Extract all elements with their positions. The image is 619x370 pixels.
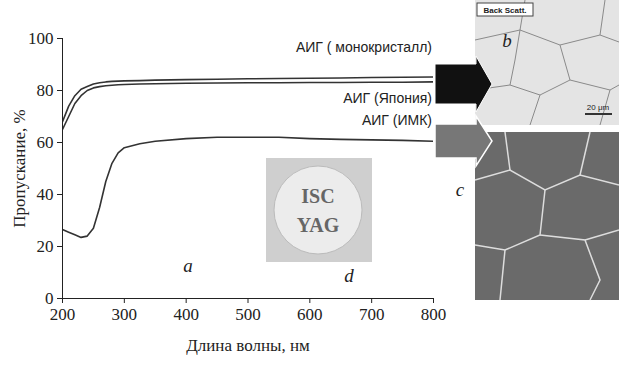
svg-text:60: 60: [37, 133, 54, 152]
svg-text:b: b: [502, 30, 512, 51]
svg-text:300: 300: [112, 305, 138, 324]
svg-text:АИГ (Япония): АИГ (Япония): [343, 90, 432, 106]
svg-text:40: 40: [37, 185, 54, 204]
svg-text:АИГ ( монокристалл): АИГ ( монокристалл): [296, 39, 432, 55]
svg-text:80: 80: [37, 81, 54, 100]
svg-text:ISC: ISC: [301, 185, 334, 207]
svg-text:АИГ (ИМК): АИГ (ИМК): [362, 112, 432, 128]
svg-text:d: d: [344, 265, 354, 286]
svg-text:a: a: [183, 255, 193, 276]
svg-text:Back Scatt.: Back Scatt.: [483, 6, 526, 15]
svg-text:400: 400: [173, 305, 199, 324]
svg-text:100: 100: [28, 29, 54, 48]
svg-text:700: 700: [359, 305, 385, 324]
svg-text:20 μm: 20 μm: [587, 103, 610, 112]
svg-text:20: 20: [37, 237, 54, 256]
svg-text:600: 600: [297, 305, 323, 324]
svg-text:YAG: YAG: [297, 214, 340, 236]
svg-text:500: 500: [235, 305, 261, 324]
svg-text:Пропускание, %: Пропускание, %: [10, 109, 29, 227]
svg-text:200: 200: [50, 305, 76, 324]
svg-text:Длина волны, нм: Длина волны, нм: [186, 336, 310, 355]
svg-text:0: 0: [45, 288, 54, 308]
svg-text:c: c: [456, 179, 465, 200]
svg-text:800: 800: [421, 305, 447, 324]
